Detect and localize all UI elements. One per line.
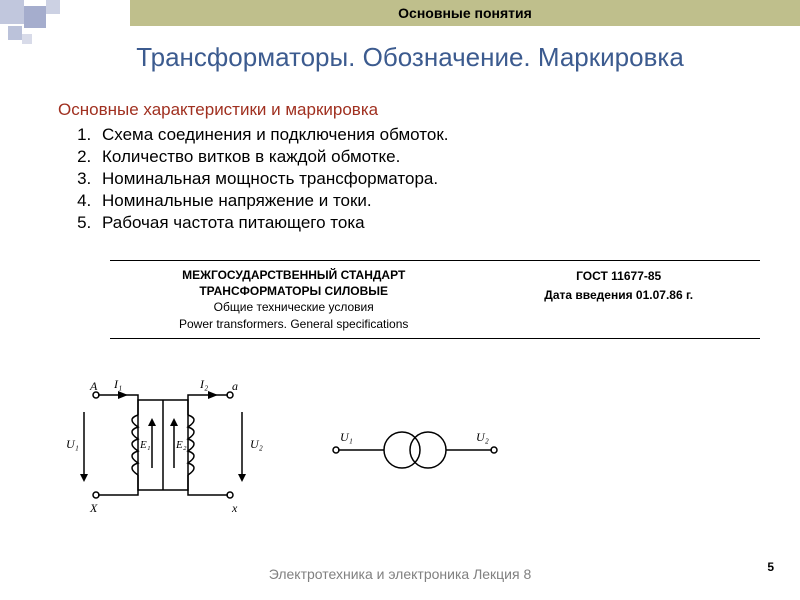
voltage-label: U₁ [66,437,79,451]
terminal-label: X [89,501,98,515]
transformer-symbol-icon: U₁ U₂ [320,415,510,485]
standard-left: МЕЖГОСУДАРСТВЕННЫЙ СТАНДАРТ ТРАНСФОРМАТО… [110,267,477,332]
standard-line: Общие технические условия [110,299,477,315]
footer-text: Электротехника и электроника Лекция 8 [0,566,800,582]
content-block: Основные характеристики и маркировка Схе… [50,100,760,234]
current-label: I₂ [199,377,208,391]
standard-right: ГОСТ 11677-85 Дата введения 01.07.86 г. [477,267,760,332]
terminal-label: x [231,501,238,515]
deco-square [46,0,60,14]
standard-line: МЕЖГОСУДАРСТВЕННЫЙ СТАНДАРТ [110,267,477,283]
header-text: Основные понятия [398,5,532,21]
current-label: I₁ [113,377,122,391]
deco-square [22,34,32,44]
list-item: Количество витков в каждой обмотке. [96,146,760,168]
page-title: Трансформаторы. Обозначение. Маркировка [50,42,770,73]
voltage-label: U₂ [250,437,263,451]
terminal-label: A [89,379,98,393]
standard-line: Power transformers. General specificatio… [110,316,477,332]
section-heading: Основные характеристики и маркировка [58,100,760,120]
gost-number: ГОСТ 11677-85 [477,267,760,286]
emf-label: E₂ [175,439,187,451]
diagrams: A X a x I₁ I₂ U₁ U₂ E₁ E₂ [60,370,510,530]
header-band: Основные понятия [130,0,800,26]
voltage-label: U₁ [340,430,353,444]
transformer-schematic-icon: A X a x I₁ I₂ U₁ U₂ E₁ E₂ [60,370,270,530]
standard-line: ТРАНСФОРМАТОРЫ СИЛОВЫЕ [110,283,477,299]
list-item: Номинальные напряжение и токи. [96,190,760,212]
slide: Основные понятия Трансформаторы. Обознач… [0,0,800,600]
list-item: Рабочая частота питающего тока [96,212,760,234]
deco-square [0,0,24,24]
standard-block: МЕЖГОСУДАРСТВЕННЫЙ СТАНДАРТ ТРАНСФОРМАТО… [110,260,760,339]
voltage-label: U₂ [476,430,489,444]
deco-square [24,6,46,28]
list-item: Схема соединения и подключения обмоток. [96,124,760,146]
terminal-label: a [232,379,238,393]
list-item: Номинальная мощность трансформатора. [96,168,760,190]
characteristics-list: Схема соединения и подключения обмоток.К… [72,124,760,234]
emf-label: E₁ [139,439,151,451]
deco-square [8,26,22,40]
page-number: 5 [767,560,774,574]
gost-date: Дата введения 01.07.86 г. [477,286,760,305]
